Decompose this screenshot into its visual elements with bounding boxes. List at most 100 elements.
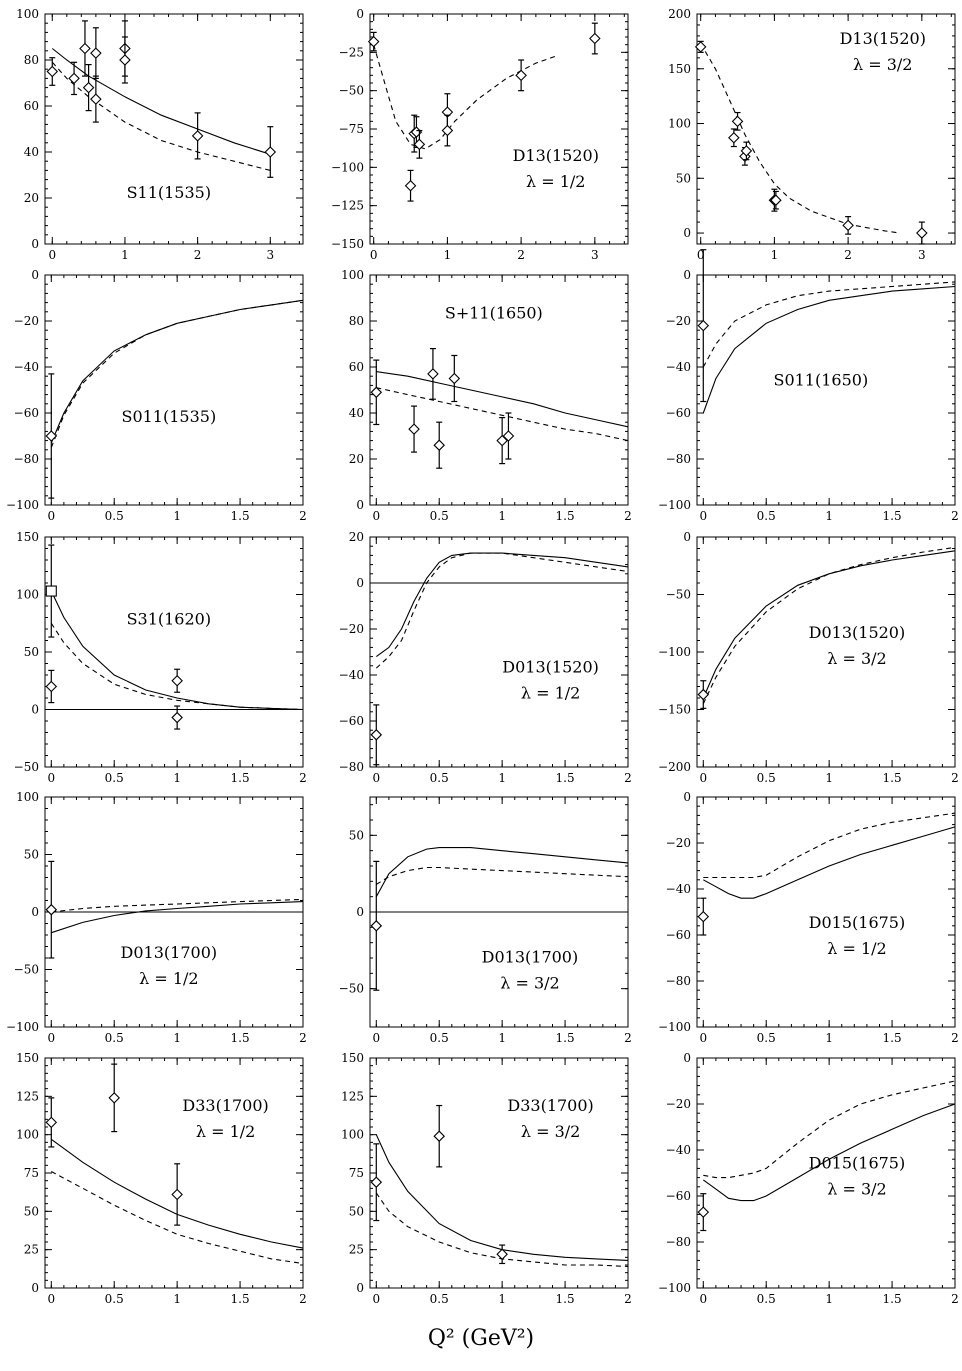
data-point xyxy=(697,1193,710,1232)
y-tick-label: 100 xyxy=(341,268,364,282)
y-tick-label: −100 xyxy=(658,645,691,659)
data-point xyxy=(82,63,95,112)
data-point xyxy=(770,190,782,210)
x-tick-label: 1.5 xyxy=(556,509,575,523)
solid-curve xyxy=(375,552,629,658)
panel-7: 0 0.5 1 1.5 2 −50 0 50 100 150 S31(1620) xyxy=(14,530,307,785)
x-tick-label: 1 xyxy=(173,771,181,785)
diamond-marker xyxy=(370,920,383,932)
y-tick-label: 0 xyxy=(356,905,364,919)
data-point xyxy=(408,405,420,453)
panel-9: 0 0.5 1 1.5 2 0 −50 −100 −150 −200 D013(1520) λ = 3… xyxy=(658,530,959,785)
data-point xyxy=(370,359,383,426)
x-tick-label: 0.5 xyxy=(105,509,124,523)
y-tick-label: 0 xyxy=(356,498,364,512)
panel-3: 0 1 2 3 0 50 100 150 200 D13(1520) λ = 3/2 xyxy=(668,7,956,262)
y-tick-label: −50 xyxy=(14,760,39,774)
panel-helicity-label: λ = 3/2 xyxy=(521,1122,580,1141)
data-point xyxy=(731,111,744,131)
solid-curve xyxy=(51,901,304,934)
y-tick-label: 20 xyxy=(24,191,39,205)
diamond-marker xyxy=(46,65,59,78)
x-tick-label: 1.5 xyxy=(231,1031,250,1045)
diamond-marker xyxy=(367,35,380,48)
y-tick-label: −40 xyxy=(666,1143,691,1157)
y-tick-label: −100 xyxy=(658,1281,691,1295)
data-point xyxy=(740,141,753,161)
plot-frame xyxy=(696,274,956,506)
diamond-marker xyxy=(108,1092,120,1104)
x-tick-label: 0.5 xyxy=(430,509,449,523)
diamond-marker xyxy=(408,423,420,435)
dashed-curve xyxy=(703,812,956,879)
x-axis-label: Q² (GeV²) xyxy=(427,1326,535,1351)
y-tick-label: 40 xyxy=(349,406,364,420)
solid-curve xyxy=(375,847,629,897)
x-tick-label: 2 xyxy=(299,509,307,523)
y-tick-label: 200 xyxy=(668,7,691,21)
plot-frame xyxy=(696,796,956,1028)
y-tick-label: −20 xyxy=(666,1097,691,1111)
y-tick-label: 150 xyxy=(341,1051,364,1065)
diamond-marker xyxy=(370,386,383,399)
x-tick-label: 0 xyxy=(699,1031,707,1045)
diamond-marker xyxy=(496,434,508,447)
x-tick-label: 2 xyxy=(951,771,959,785)
y-tick-label: 60 xyxy=(24,99,39,113)
y-tick-label: 100 xyxy=(16,588,39,602)
panel-helicity-label: λ = 1/2 xyxy=(196,1122,255,1141)
panel-10: 0 0.5 1 1.5 2 −100 −50 0 50 100 D013(1700) λ = 1/2 xyxy=(6,790,307,1045)
diamond-marker xyxy=(502,430,515,442)
y-tick-label: −50 xyxy=(339,982,364,996)
solid-curve xyxy=(702,285,956,414)
data-point xyxy=(433,1104,445,1168)
x-tick-label: 1.5 xyxy=(231,509,250,523)
panel-1: 0 1 2 3 0 20 40 60 80 100 S11(1535) xyxy=(16,7,304,262)
panel-12: 0 0.5 1 1.5 2 0 −20 −40 −60 −80 −100 D015(1675) λ = … xyxy=(658,790,959,1045)
panel-title: S+11(1650) xyxy=(445,304,543,323)
x-tick-label: 2 xyxy=(194,248,202,262)
x-tick-label: 0.5 xyxy=(757,771,776,785)
panel-title: D015(1675) xyxy=(809,913,906,932)
x-tick-label: 2 xyxy=(951,1292,959,1306)
y-tick-label: 0 xyxy=(31,1281,39,1295)
plot-frame xyxy=(369,274,629,506)
panel-title: D013(1700) xyxy=(121,943,218,962)
x-tick-label: 0 xyxy=(47,771,55,785)
dashed-curve xyxy=(375,1192,629,1268)
x-tick-label: 1 xyxy=(498,1031,506,1045)
data-point xyxy=(448,354,461,403)
panel-14: 0 0.5 1 1.5 2 0 25 50 75 100 125 150 D33(1700) λ = 3/… xyxy=(341,1051,632,1306)
diamond-marker xyxy=(515,69,527,82)
data-point xyxy=(502,412,515,460)
x-tick-label: 1.5 xyxy=(883,509,902,523)
plot-frame xyxy=(44,274,304,506)
y-tick-label: 50 xyxy=(24,645,39,659)
data-point xyxy=(171,1163,183,1226)
data-point xyxy=(441,114,454,147)
data-point xyxy=(45,544,57,638)
y-tick-label: 50 xyxy=(349,1204,364,1218)
x-tick-label: 0.5 xyxy=(430,771,449,785)
diamond-marker xyxy=(448,372,461,385)
panel-title: D13(1520) xyxy=(513,146,599,165)
data-point xyxy=(191,112,204,160)
data-point xyxy=(119,36,131,84)
data-point xyxy=(728,128,740,148)
y-tick-label: 100 xyxy=(668,117,691,131)
panel-6: 0 0.5 1 1.5 2 0 −20 −40 −60 −80 −100 S011(1650) xyxy=(658,249,959,523)
y-tick-label: 0 xyxy=(31,237,39,251)
data-point xyxy=(79,20,91,77)
y-tick-label: −150 xyxy=(658,703,691,717)
diamond-marker xyxy=(441,124,454,137)
y-tick-label: 50 xyxy=(676,171,691,185)
y-tick-label: −100 xyxy=(658,1020,691,1034)
x-tick-label: 2 xyxy=(624,1292,632,1306)
y-tick-label: −150 xyxy=(331,237,364,251)
data-point xyxy=(515,59,527,92)
dashed-curve xyxy=(51,898,304,913)
y-tick-label: 25 xyxy=(349,1243,364,1257)
solid-curve xyxy=(702,550,956,699)
data-point xyxy=(697,249,710,403)
